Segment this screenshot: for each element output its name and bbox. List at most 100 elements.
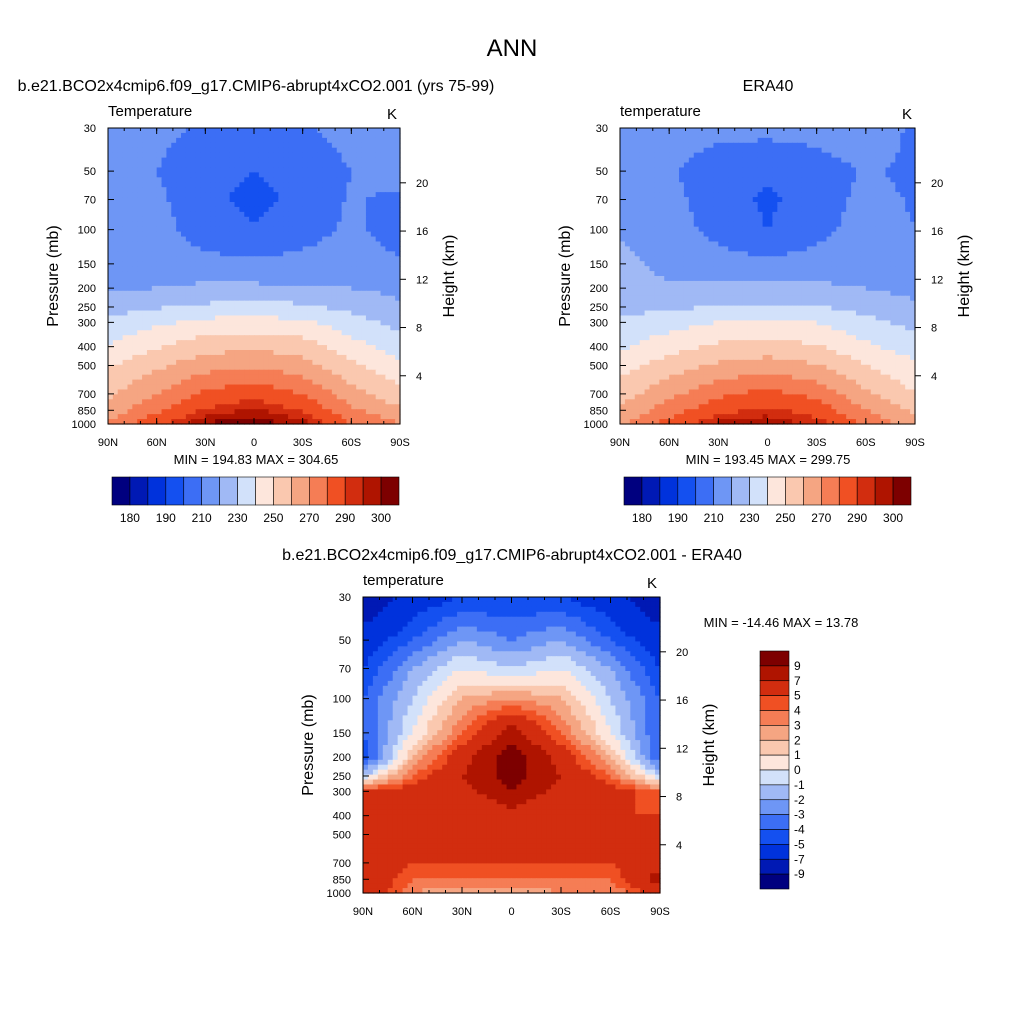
contour-cell — [816, 211, 823, 218]
contour-cell — [851, 226, 857, 233]
contour-cell — [176, 359, 182, 366]
contour-cell — [385, 256, 391, 262]
contour-cell — [224, 285, 231, 292]
contour-cell — [895, 187, 901, 193]
contour-cell — [254, 256, 260, 262]
contour-cell — [302, 374, 309, 381]
contour-cell — [283, 177, 289, 183]
contour-cell — [112, 182, 119, 188]
contour-cell — [156, 310, 163, 317]
contour-cell — [654, 206, 660, 213]
contour-cell — [322, 147, 328, 154]
contour-cell — [137, 364, 143, 371]
contour-cell — [297, 295, 304, 302]
contour-cell — [229, 221, 236, 228]
contour-cell — [370, 399, 377, 405]
contour-cell — [380, 172, 386, 178]
contour-cell — [176, 202, 182, 208]
contour-cell — [200, 369, 206, 376]
contour-cell — [200, 295, 206, 302]
contour-cell — [132, 157, 138, 164]
contour-cell — [292, 305, 299, 312]
contour-cell — [127, 354, 133, 361]
contour-cell — [738, 221, 744, 228]
contour-cell — [122, 206, 129, 213]
contour-cell — [239, 404, 245, 410]
contour-cell — [166, 236, 172, 243]
contour-cell — [166, 364, 172, 371]
contour-cell — [151, 359, 158, 366]
contour-cell — [161, 359, 167, 366]
contour-cell — [283, 147, 289, 154]
contour-cell — [356, 335, 362, 341]
contour-cell — [390, 142, 396, 149]
contour-cell — [747, 226, 754, 233]
contour-cell — [171, 157, 177, 164]
contour-cell — [327, 285, 333, 292]
contour-cell — [351, 271, 357, 277]
contour-cell — [317, 211, 323, 218]
contour-cell — [234, 192, 240, 198]
contour-cell — [137, 409, 143, 415]
contour-cell — [229, 295, 236, 302]
contour-cell — [215, 172, 221, 178]
contour-cell — [674, 142, 680, 149]
contour-cell — [336, 350, 343, 356]
contour-cell — [875, 187, 882, 193]
contour-cell — [380, 374, 386, 381]
contour-cell — [273, 305, 279, 312]
contour-cell — [317, 285, 323, 292]
contour-cell — [327, 211, 333, 218]
contour-cell — [200, 132, 206, 139]
contour-cell — [390, 290, 396, 297]
contour-cell — [307, 354, 313, 361]
contour-cell — [312, 216, 318, 223]
contour-cell — [215, 152, 221, 159]
contour-cell — [137, 197, 143, 203]
contour-cell — [895, 226, 901, 233]
contour-cell — [210, 320, 216, 326]
contour-cell — [624, 142, 631, 149]
contour-cell — [395, 202, 401, 208]
contour-cell — [210, 305, 216, 312]
contour-cell — [875, 167, 882, 173]
contour-cell — [851, 182, 857, 188]
contour-cell — [288, 379, 294, 386]
contour-cell — [385, 389, 391, 395]
height-tick-label: 8 — [416, 323, 422, 335]
contour-cell — [395, 276, 401, 282]
contour-cell — [767, 182, 774, 188]
contour-cell — [395, 266, 401, 272]
contour-cell — [151, 132, 158, 139]
contour-cell — [249, 399, 255, 405]
contour-cell — [718, 182, 724, 188]
contour-cell — [117, 374, 124, 381]
contour-cell — [380, 251, 386, 257]
contour-cell — [258, 379, 265, 386]
contour-cell — [283, 310, 289, 317]
contour-cell — [375, 280, 382, 287]
contour-cell — [322, 197, 328, 203]
contour-cell — [317, 251, 323, 257]
contour-cell — [811, 211, 818, 218]
contour-cell — [772, 152, 778, 159]
contour-cell — [156, 266, 163, 272]
contour-cell — [708, 226, 715, 233]
contour-cell — [137, 325, 143, 331]
contour-cell — [738, 216, 744, 223]
contour-cell — [181, 359, 187, 366]
contour-cell — [302, 280, 309, 287]
contour-cell — [273, 409, 279, 415]
contour-cell — [649, 221, 656, 228]
contour-cell — [703, 172, 710, 178]
contour-cell — [176, 399, 182, 405]
contour-cell — [900, 167, 906, 173]
contour-cell — [273, 211, 279, 218]
contour-cell — [336, 152, 343, 159]
contour-cell — [254, 409, 260, 415]
contour-cell — [365, 315, 372, 321]
contour-cell — [395, 177, 401, 183]
contour-cell — [146, 409, 153, 415]
contour-cell — [336, 132, 343, 139]
contour-cell — [219, 359, 226, 366]
